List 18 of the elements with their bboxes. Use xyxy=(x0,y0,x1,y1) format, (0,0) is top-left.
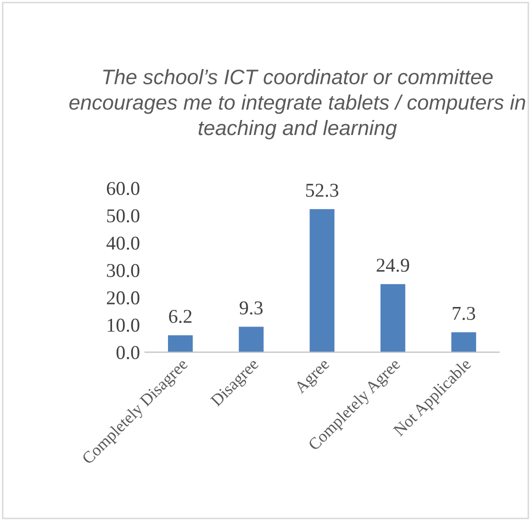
data-label: 9.3 xyxy=(240,301,263,315)
chart-title: The school’s ICT coordinator or committee encourages me to integrate tablets / computers in teaching and learning xyxy=(69,69,526,140)
y-tick-label: 10.0 xyxy=(108,318,140,332)
y-tick-label: 20.0 xyxy=(106,291,140,305)
y-tick-label: 50.0 xyxy=(107,209,140,222)
y-tick-label: 0.0 xyxy=(116,346,140,360)
y-tick-label: 60.0 xyxy=(106,182,140,196)
bar xyxy=(380,284,406,352)
data-label: 7.3 xyxy=(452,306,476,320)
data-label: 52.3 xyxy=(306,184,338,197)
data-label: 24.9 xyxy=(376,258,410,272)
y-tick-label: 30.0 xyxy=(107,264,140,278)
data-label: 6.2 xyxy=(169,310,192,324)
bar xyxy=(451,332,476,352)
bar xyxy=(310,209,334,352)
bar xyxy=(238,326,264,352)
bar xyxy=(168,335,193,352)
y-tick-label: 40.0 xyxy=(106,236,140,250)
